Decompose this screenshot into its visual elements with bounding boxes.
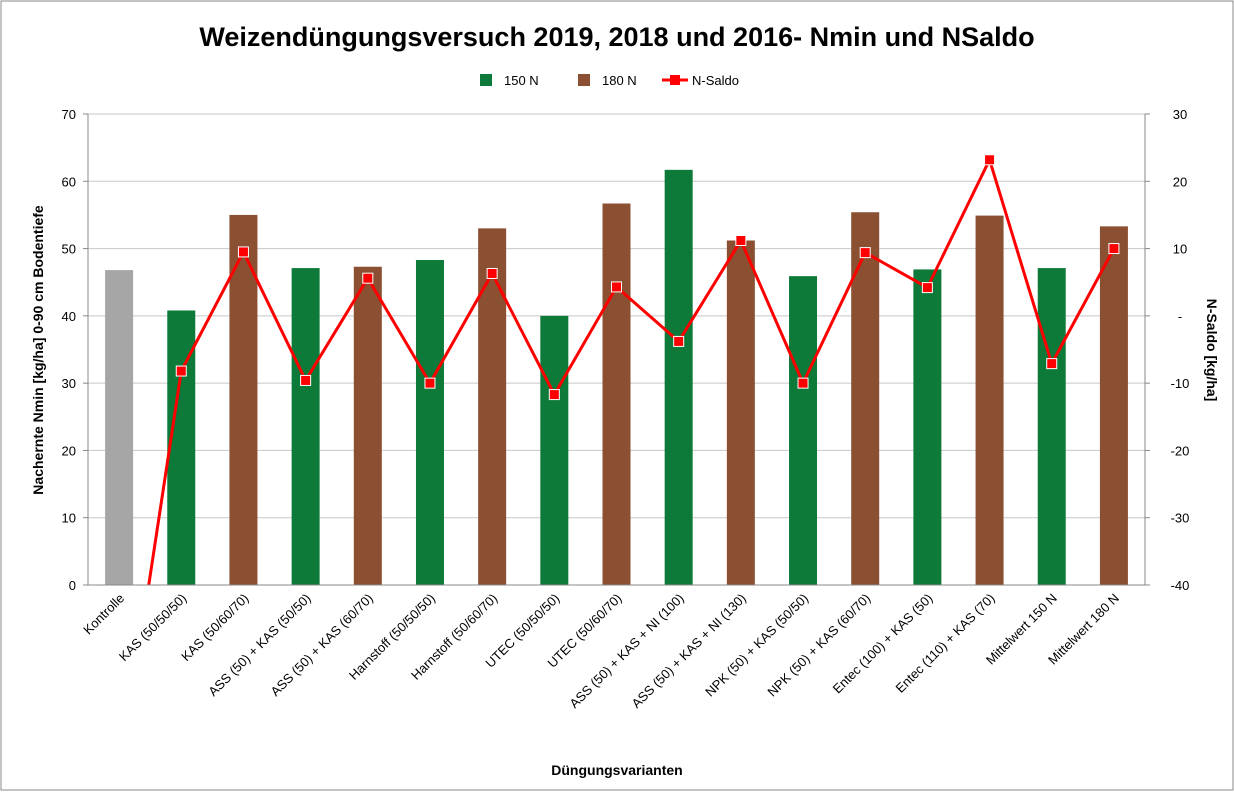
bar (1037, 268, 1066, 585)
line-marker (673, 335, 685, 347)
bar (229, 214, 258, 585)
y2-tick-label: -20 (1171, 443, 1190, 458)
y-tick-label: 30 (62, 376, 76, 391)
legend-swatch (480, 74, 492, 86)
line-marker (424, 377, 436, 389)
y2-tick-label: 10 (1173, 242, 1187, 257)
chart-title: Weizendüngungsversuch 2019, 2018 und 201… (199, 22, 1034, 52)
bar (478, 228, 507, 585)
line-marker (237, 246, 249, 258)
bar (602, 203, 631, 585)
bar (353, 266, 382, 585)
y2-tick-label: -10 (1171, 376, 1190, 391)
bar (726, 240, 755, 585)
x-axis-title: Düngungsvarianten (551, 762, 682, 778)
y2-tick-label: 30 (1173, 107, 1187, 122)
y-tick-label: 60 (62, 174, 76, 189)
legend-label: 180 N (602, 73, 637, 88)
bar (105, 270, 134, 585)
bar (540, 315, 569, 585)
line-marker (486, 267, 498, 279)
line-marker (1108, 243, 1120, 255)
bar (851, 212, 880, 585)
line-marker (1046, 358, 1058, 370)
line-marker (984, 154, 996, 166)
line-marker (797, 377, 809, 389)
bar (789, 276, 818, 585)
legend-marker (670, 75, 680, 85)
bar (913, 269, 942, 585)
y2-tick-label: - (1178, 309, 1182, 324)
line-marker (362, 272, 374, 284)
line-marker (859, 247, 871, 259)
y-tick-label: 20 (62, 443, 76, 458)
y2-tick-label: 20 (1173, 174, 1187, 189)
y-tick-label: 50 (62, 242, 76, 257)
bar (415, 260, 444, 585)
y-tick-label: 10 (62, 511, 76, 526)
bar (975, 215, 1004, 585)
y-tick-label: 70 (62, 107, 76, 122)
y2-tick-label: -40 (1171, 578, 1190, 593)
line-marker (300, 374, 312, 386)
line-marker (735, 234, 747, 246)
legend-swatch (578, 74, 590, 86)
legend-label: 150 N (504, 73, 539, 88)
line-marker (548, 389, 560, 401)
y2-axis-title: N-Saldo [kg/ha] (1204, 299, 1220, 402)
line-marker (921, 282, 933, 294)
line-marker (175, 365, 187, 377)
y2-tick-label: -30 (1171, 511, 1190, 526)
bar (664, 169, 693, 585)
bar (291, 268, 320, 585)
legend-label: N-Saldo (692, 73, 739, 88)
y-axis-title: Nacherntе Nmin [kg/ha] 0-90 cm Bodentief… (30, 205, 46, 495)
y-tick-label: 0 (69, 578, 76, 593)
line-marker (611, 281, 622, 293)
y-tick-label: 40 (62, 309, 76, 324)
bar (1099, 226, 1128, 585)
